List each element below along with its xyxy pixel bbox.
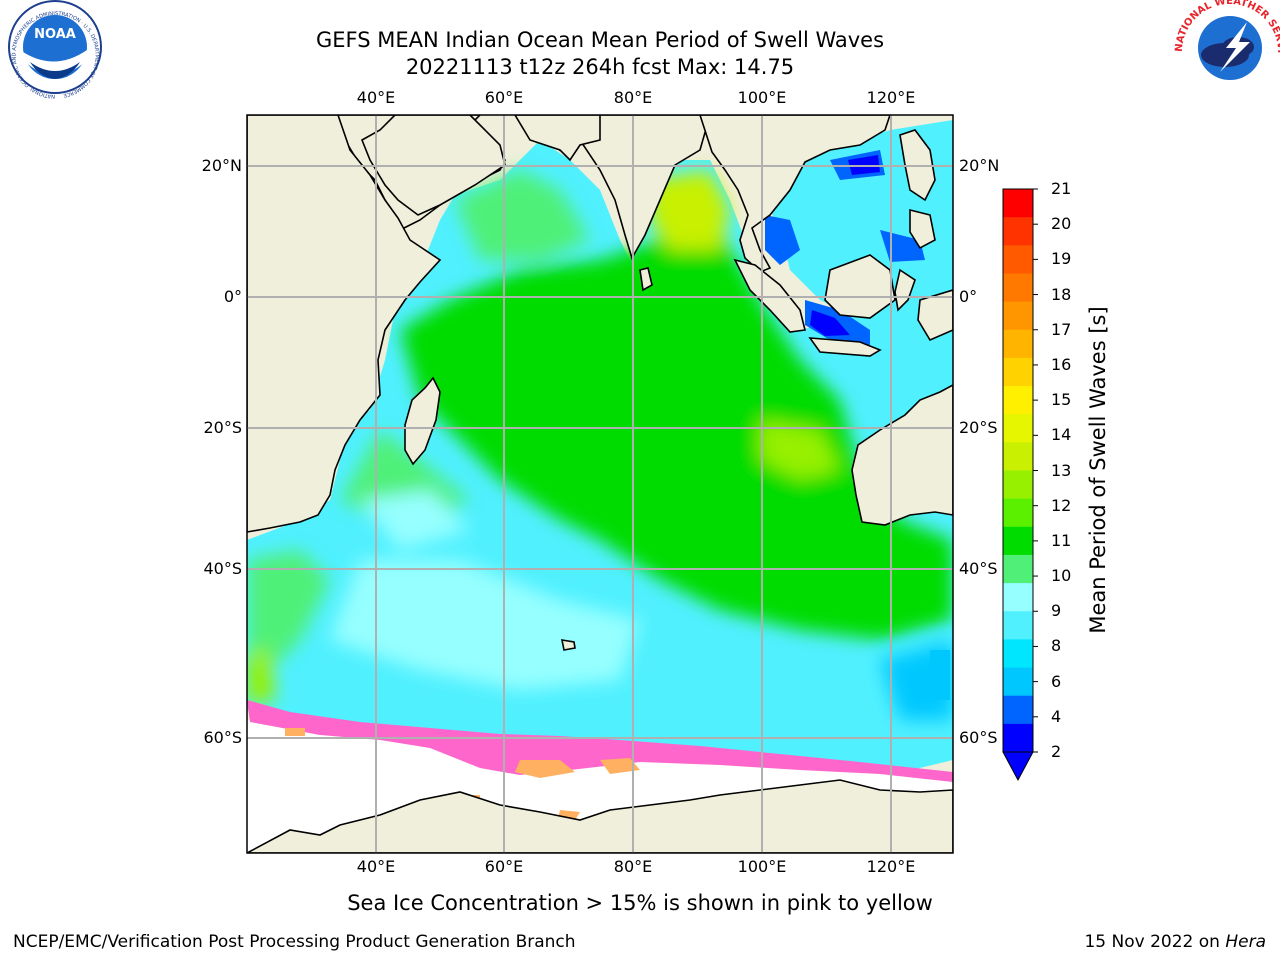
bottom-tick-label: 40°E <box>356 857 396 876</box>
bottom-tick-label: 120°E <box>866 857 916 876</box>
bottom-tick-label: 60°E <box>484 857 524 876</box>
colorbar-extend-arrow <box>1002 751 1034 782</box>
colorbar-tick-label: 21 <box>1051 179 1072 198</box>
map-panel <box>247 115 953 853</box>
graticule <box>247 115 953 853</box>
colorbar-segment <box>1003 695 1033 725</box>
colorbar-segment <box>1003 217 1033 246</box>
colorbar-segment <box>1003 611 1033 640</box>
caption-text: Sea Ice Concentration > 15% is shown in … <box>347 891 933 915</box>
noaa-logo-text: NOAA <box>34 27 76 42</box>
right-tick-label: 0° <box>959 287 978 306</box>
colorbar-segment <box>1003 329 1033 359</box>
colorbar-tick-label: 20 <box>1051 214 1072 234</box>
top-tick-label: 120°E <box>866 88 916 107</box>
colorbar-tick-label: 6 <box>1051 671 1062 691</box>
top-tick-label: 40°E <box>356 88 396 107</box>
colorbar-tick-label: 11 <box>1051 530 1072 550</box>
left-tick-label: 20°N <box>201 156 242 175</box>
colorbar-tick-label: 19 <box>1051 249 1072 269</box>
colorbar-segment <box>1003 189 1033 218</box>
colorbar <box>1002 188 1038 782</box>
left-tick-label: 0° <box>223 287 242 306</box>
colorbar-segment <box>1003 639 1033 669</box>
top-tick-label: 100°E <box>737 88 787 107</box>
colorbar-tick-label: 16 <box>1051 354 1072 374</box>
footer-date: 15 Nov 2022 on <box>1084 932 1226 952</box>
colorbar-tick-label: 9 <box>1051 601 1062 621</box>
figure-title-line2: 20221113 t12z 264h fcst Max: 14.75 <box>405 55 795 79</box>
sea-ice-caption: Sea Ice Concentration > 15% is shown in … <box>0 891 1280 915</box>
colorbar-segment <box>1003 414 1033 443</box>
top-tick-label: 80°E <box>613 88 653 107</box>
colorbar-segment <box>1003 498 1033 528</box>
colorbar-segment <box>1003 526 1033 556</box>
figure-title-line1: GEFS MEAN Indian Ocean Mean Period of Sw… <box>315 28 885 52</box>
footer-right: 15 Nov 2022 on Hera <box>1084 932 1266 952</box>
colorbar-segment <box>1003 723 1033 753</box>
top-tick-label: 60°E <box>484 88 524 107</box>
colorbar-segment <box>1003 386 1033 415</box>
colorbar-tick-label: 17 <box>1051 319 1072 339</box>
left-tick-label: 20°S <box>203 418 242 437</box>
colorbar-tick-label: 13 <box>1051 460 1072 480</box>
colorbar-segment <box>1003 583 1033 612</box>
bottom-tick-label: 80°E <box>613 857 653 876</box>
footer-machine: Hera <box>1225 932 1266 952</box>
colorbar-segment <box>1003 273 1033 303</box>
colorbar-tick-label: 14 <box>1051 425 1072 445</box>
colorbar-segment <box>1003 470 1033 500</box>
colorbar-tick-label: 4 <box>1051 706 1062 726</box>
colorbar-segment <box>1003 245 1033 274</box>
colorbar-tick-label: 12 <box>1051 495 1072 515</box>
right-tick-label: 40°S <box>959 559 998 578</box>
colorbar-tick-label: 18 <box>1051 284 1072 304</box>
colorbar-segment <box>1003 667 1033 697</box>
left-tick-label: 40°S <box>203 559 242 578</box>
left-tick-label: 60°S <box>203 728 242 747</box>
colorbar-label: Mean Period of Swell Waves [s] <box>1086 306 1110 634</box>
footer-left: NCEP/EMC/Verification Post Processing Pr… <box>13 932 576 952</box>
colorbar-segment <box>1003 301 1033 331</box>
right-tick-label: 20°S <box>959 418 998 437</box>
bottom-tick-label: 100°E <box>737 857 787 876</box>
colorbar-tick-label: 2 <box>1051 742 1062 761</box>
right-tick-label: 60°S <box>959 728 998 747</box>
colorbar-tick-label: 10 <box>1051 566 1072 586</box>
colorbar-tick-label: 8 <box>1051 636 1062 656</box>
colorbar-segment <box>1003 357 1033 387</box>
map-frame <box>246 114 954 854</box>
colorbar-segment <box>1003 442 1033 471</box>
colorbar-segment <box>1003 554 1033 584</box>
right-tick-label: 20°N <box>959 156 1000 175</box>
colorbar-tick-label: 15 <box>1051 390 1072 410</box>
noaa-logo: NOAA NATIONAL OCEANIC AND ATMOSPHERIC AD… <box>8 0 102 99</box>
